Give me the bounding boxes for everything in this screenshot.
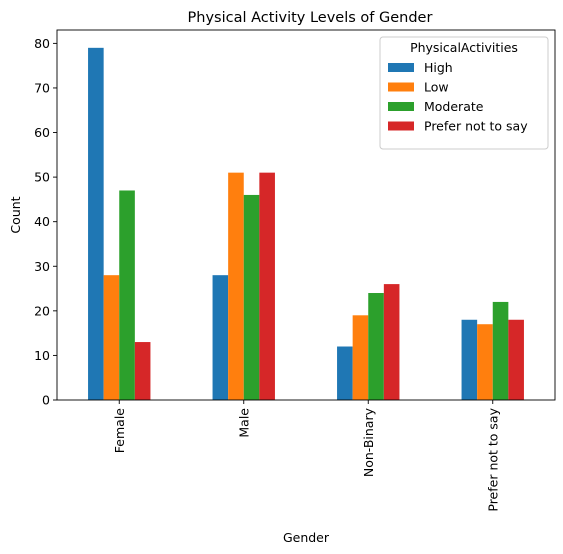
legend: PhysicalActivities High Low Moderate Prefer…	[379, 36, 549, 150]
x-tick-label: Male	[236, 408, 251, 438]
y-tick-label: 30	[34, 259, 50, 274]
bars-group	[88, 47, 524, 400]
x-axis-label: Gender	[283, 530, 330, 545]
bar-high-non-binary	[337, 346, 353, 400]
x-axis: Female Male Non-Binary Prefer not to say	[112, 400, 500, 512]
y-tick-label: 40	[34, 214, 50, 229]
bar-high-female	[88, 47, 104, 400]
y-tick-label: 80	[34, 36, 50, 51]
x-tick-label: Non-Binary	[361, 407, 376, 477]
x-tick-label: Prefer not to say	[485, 407, 500, 511]
legend-box	[379, 36, 549, 150]
bar-prefer-not-to-say-non-binary	[383, 284, 400, 400]
bar-low-non-binary	[352, 315, 369, 400]
legend-label: Prefer not to say	[424, 119, 528, 134]
bar-high-male	[212, 275, 229, 400]
bar-low-female	[103, 275, 120, 400]
legend-label: Moderate	[424, 99, 484, 114]
legend-swatch	[388, 82, 414, 92]
y-axis: 0 10 20 30 40 50 60 70 80	[34, 36, 57, 408]
bar-moderate-male	[243, 194, 260, 400]
y-tick-label: 10	[34, 348, 50, 363]
plot-frame	[56, 29, 556, 401]
y-tick-label: 20	[34, 303, 50, 318]
y-tick-label: 50	[34, 170, 50, 185]
y-axis-label: Count	[8, 196, 23, 233]
y-tick-label: 60	[34, 125, 50, 140]
bar-prefer-not-to-say-female	[134, 342, 151, 400]
legend-swatch	[388, 121, 414, 131]
bar-high-prefer-not-to-say	[461, 319, 478, 400]
legend-label: Low	[424, 80, 449, 95]
chart-title: Physical Activity Levels of Gender	[188, 10, 433, 26]
bar-low-male	[228, 172, 244, 400]
bar-moderate-female	[119, 190, 135, 400]
legend-swatch	[388, 102, 414, 111]
y-tick-label: 0	[42, 393, 50, 408]
bar-moderate-non-binary	[368, 293, 384, 400]
y-tick-label: 70	[34, 80, 50, 95]
legend-label: High	[424, 60, 453, 75]
bar-prefer-not-to-say-male	[259, 172, 275, 400]
bar-moderate-prefer-not-to-say	[492, 301, 509, 400]
bar-low-prefer-not-to-say	[477, 324, 493, 400]
x-tick-label: Female	[112, 408, 127, 454]
legend-swatch	[388, 63, 414, 72]
bar-prefer-not-to-say-prefer-not-to-say	[508, 319, 524, 400]
legend-title: PhysicalActivities	[410, 40, 518, 55]
